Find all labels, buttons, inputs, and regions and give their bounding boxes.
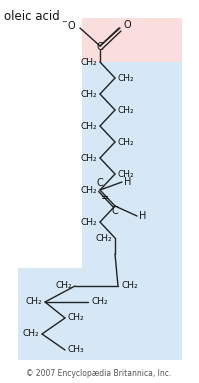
Text: CH₂: CH₂ xyxy=(55,282,72,290)
Text: $^{-}$O: $^{-}$O xyxy=(61,19,76,31)
Text: O: O xyxy=(123,20,131,30)
Text: CH₂: CH₂ xyxy=(80,185,97,195)
Text: CH₂: CH₂ xyxy=(118,170,135,178)
Text: CH₂: CH₂ xyxy=(80,218,97,226)
Text: CH₃: CH₃ xyxy=(68,345,85,355)
Text: CH₂: CH₂ xyxy=(118,74,135,82)
Text: H: H xyxy=(124,177,131,187)
Text: CH₂: CH₂ xyxy=(95,234,112,242)
Bar xyxy=(18,268,182,360)
Text: CH₂: CH₂ xyxy=(80,121,97,131)
Text: © 2007 Encyclopædia Britannica, Inc.: © 2007 Encyclopædia Britannica, Inc. xyxy=(26,369,172,378)
Text: CH₂: CH₂ xyxy=(121,282,138,290)
Text: =: = xyxy=(101,193,109,203)
Text: C: C xyxy=(97,178,103,188)
Text: CH₂: CH₂ xyxy=(25,298,42,306)
Text: C: C xyxy=(97,42,103,52)
Text: CH₂: CH₂ xyxy=(22,329,39,339)
Text: CH₂: CH₂ xyxy=(118,105,135,115)
Text: CH₂: CH₂ xyxy=(68,314,85,322)
Text: CH₂: CH₂ xyxy=(80,57,97,67)
Text: C: C xyxy=(112,206,118,216)
Text: CH₂: CH₂ xyxy=(118,137,135,147)
Text: CH₂: CH₂ xyxy=(80,154,97,162)
Bar xyxy=(82,62,182,270)
Text: CH₂: CH₂ xyxy=(91,298,108,306)
Bar xyxy=(82,18,182,64)
Text: H: H xyxy=(139,211,146,221)
Text: CH₂: CH₂ xyxy=(80,90,97,98)
Text: oleic acid: oleic acid xyxy=(4,10,60,23)
